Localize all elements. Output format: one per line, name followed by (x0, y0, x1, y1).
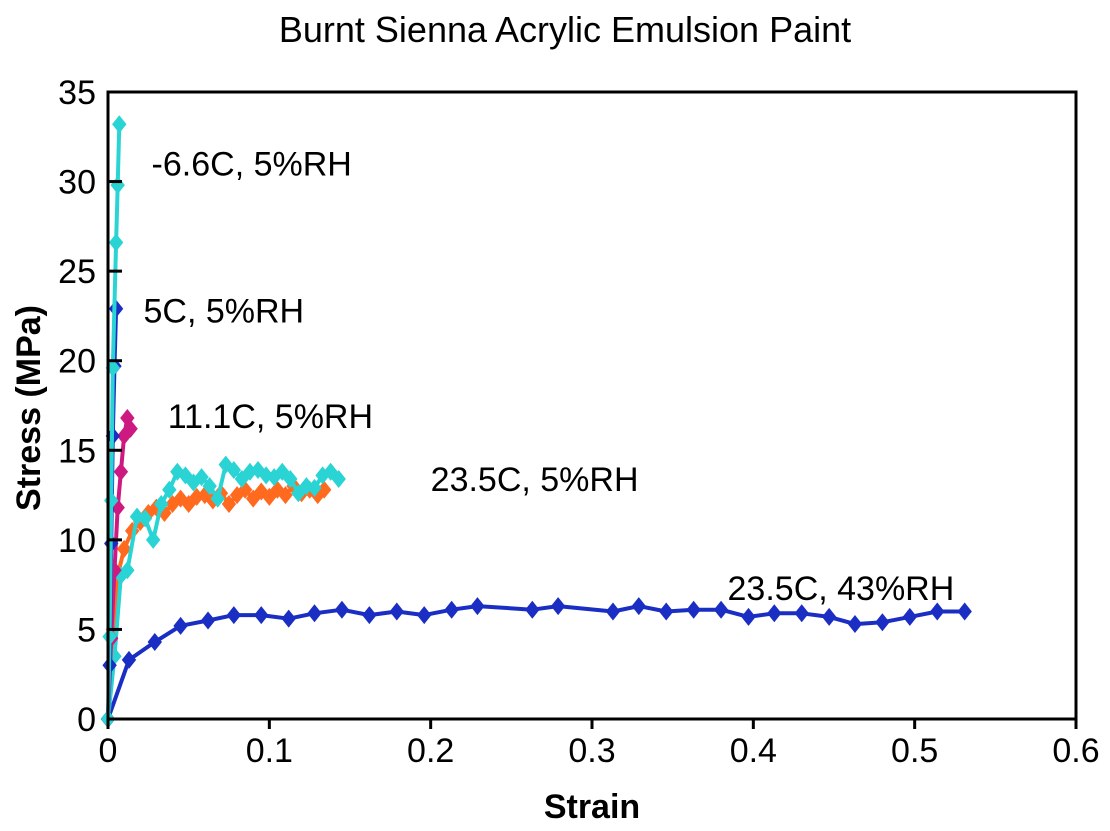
y-axis-label: Stress (MPa) (10, 305, 48, 511)
data-point (200, 611, 216, 630)
data-point (123, 419, 138, 438)
data-point (210, 489, 225, 508)
series-group (100, 597, 972, 728)
data-point (605, 602, 621, 621)
data-point (108, 233, 124, 252)
data-point (713, 600, 729, 619)
data-point (226, 606, 242, 625)
data-point (102, 627, 117, 646)
data-point (221, 495, 237, 514)
data-point (930, 602, 945, 621)
data-point (110, 176, 125, 195)
data-point (550, 597, 566, 616)
x-axis-label: Strain (544, 788, 640, 826)
y-axis: 0 5 10 15 20 25 30 35 (58, 74, 122, 739)
data-point (362, 606, 377, 625)
data-point (331, 469, 346, 488)
data-point (112, 115, 127, 134)
data-point (116, 539, 132, 558)
y-tick-label: 25 (58, 253, 96, 291)
data-point (307, 478, 322, 497)
data-point (173, 616, 188, 635)
data-point (121, 650, 137, 669)
chart-title: Burnt Sienna Acrylic Emulsion Paint (279, 9, 851, 50)
y-tick-label: 10 (58, 522, 96, 560)
data-point (957, 602, 972, 621)
annotations: -6.6C, 5%RH 5C, 5%RH 11.1C, 5%RH 23.5C, 5%R… (143, 146, 954, 609)
data-point (389, 602, 404, 621)
data-point (631, 597, 646, 616)
data-point (794, 604, 809, 623)
data-point (444, 600, 459, 619)
data-point (767, 604, 782, 623)
series-group (100, 115, 127, 728)
series-group (100, 455, 346, 728)
data-point (113, 462, 129, 481)
data-point (902, 607, 918, 626)
data-point (162, 480, 177, 499)
y-tick-label: 5 (77, 611, 96, 649)
data-point (202, 477, 217, 496)
data-point (417, 606, 432, 625)
series-annotation: 23.5C, 5%RH (431, 461, 639, 499)
data-point (686, 600, 701, 619)
x-tick-label: 0.3 (568, 732, 615, 770)
x-tick-label: 0.2 (407, 732, 454, 770)
series-annotation: -6.6C, 5%RH (152, 146, 352, 184)
data-point (120, 561, 135, 580)
data-point (154, 495, 169, 514)
data-point (194, 468, 209, 487)
x-tick-label: 0.1 (246, 732, 293, 770)
data-point (875, 613, 890, 632)
data-point (104, 491, 119, 510)
data-point (741, 607, 756, 626)
data-point (137, 509, 153, 528)
x-tick-label: 0.4 (730, 732, 777, 770)
series-annotation: 23.5C, 43%RH (728, 570, 955, 608)
data-point (659, 602, 674, 621)
x-tick-label: 0 (99, 732, 118, 770)
data-point (237, 480, 253, 499)
data-point (133, 512, 148, 531)
x-axis: 0 0.1 0.2 0.3 0.4 0.5 0.6 (99, 719, 1100, 770)
data-point (334, 600, 350, 619)
series-annotation: 5C, 5%RH (143, 293, 304, 331)
data-point (470, 597, 485, 616)
data-point (281, 609, 296, 628)
data-point (189, 487, 204, 506)
series-annotation: 11.1C, 5%RH (168, 398, 373, 436)
data-point (283, 469, 298, 488)
x-tick-label: 0.5 (891, 732, 938, 770)
data-point (307, 604, 322, 623)
data-point (145, 530, 161, 549)
y-tick-label: 35 (58, 74, 96, 112)
data-point (847, 615, 863, 634)
series-line (106, 604, 965, 720)
y-tick-label: 20 (58, 343, 96, 381)
data-point (525, 600, 540, 619)
y-tick-label: 15 (58, 432, 96, 470)
data-point (226, 460, 242, 479)
data-point (278, 486, 293, 505)
x-tick-label: 0.6 (1052, 732, 1099, 770)
y-tick-label: 0 (77, 701, 96, 739)
data-point (178, 466, 193, 485)
data-point (821, 607, 837, 626)
data-point (254, 606, 269, 625)
data-point (316, 480, 332, 499)
data-point (147, 632, 162, 651)
y-tick-label: 30 (58, 164, 96, 202)
